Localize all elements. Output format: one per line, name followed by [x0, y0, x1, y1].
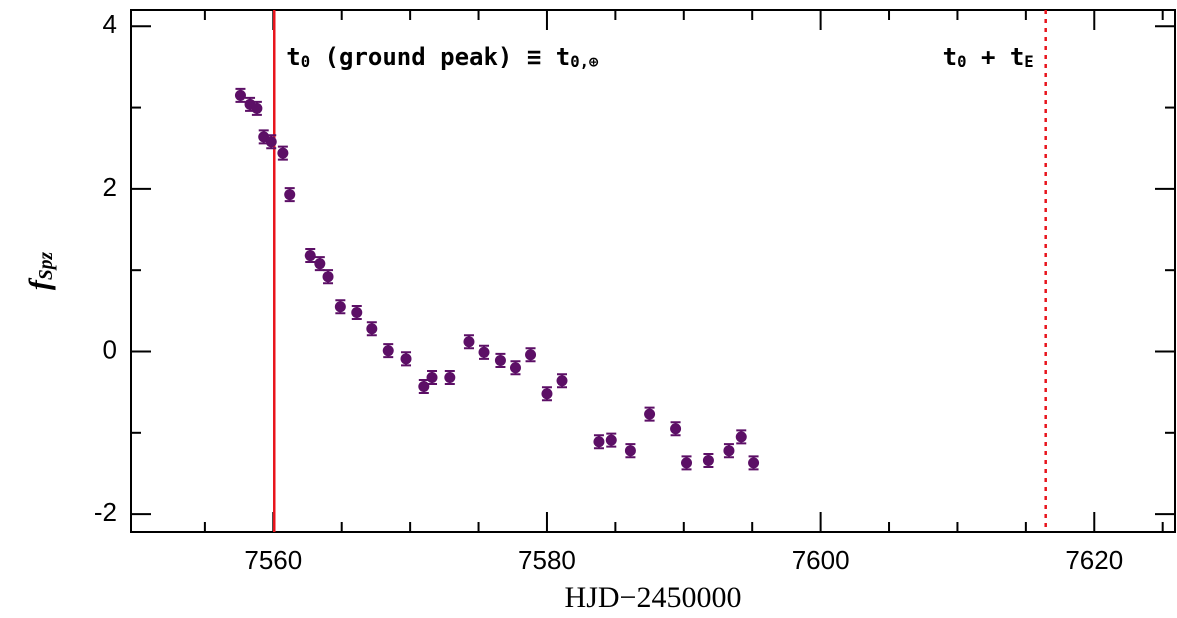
- data-point: [418, 380, 430, 392]
- data-point: [593, 436, 605, 448]
- annotation: t0 + tE: [943, 43, 1034, 71]
- data-point: [541, 388, 553, 400]
- data-point: [304, 250, 316, 262]
- label-part: 0,⊕: [570, 53, 599, 71]
- y-tick-label: 0: [103, 334, 117, 364]
- data-point: [444, 372, 456, 384]
- data-point: [234, 89, 246, 101]
- data-point: [735, 431, 747, 443]
- data-point: [265, 136, 277, 148]
- label-part: 0: [301, 53, 310, 71]
- data-point: [366, 323, 378, 335]
- data-point: [624, 445, 636, 457]
- data-point: [334, 301, 346, 313]
- x-tick-label: 7580: [518, 545, 576, 575]
- data-point: [251, 102, 263, 114]
- data-point: [478, 346, 490, 358]
- label-part: Spz: [36, 251, 57, 280]
- x-tick-label: 7600: [792, 545, 850, 575]
- data-point: [284, 189, 296, 201]
- y-axis-label: fSpz: [23, 251, 58, 290]
- x-tick-label: 7560: [244, 545, 302, 575]
- label-part: + t: [967, 43, 1025, 71]
- data-point: [277, 147, 289, 159]
- data-point: [400, 353, 412, 365]
- data-point: [314, 258, 326, 270]
- label-part: E: [1024, 53, 1033, 71]
- data-point: [556, 375, 568, 387]
- annotation: t0 (ground peak) ≡ t0,⊕: [286, 43, 599, 71]
- data-point: [351, 306, 363, 318]
- label-part: f: [23, 277, 56, 290]
- data-point: [426, 372, 438, 384]
- data-point: [748, 457, 760, 469]
- data-point: [494, 354, 506, 366]
- data-point: [322, 271, 334, 283]
- data-point: [723, 445, 735, 457]
- label-part: 0: [957, 53, 966, 71]
- data-point: [525, 349, 537, 361]
- data-point: [702, 454, 714, 466]
- label-part: t: [286, 43, 300, 71]
- data-point: [681, 457, 693, 469]
- x-axis-label: HJD−2450000: [565, 581, 742, 614]
- y-tick-label: -2: [94, 497, 117, 527]
- data-point: [644, 408, 656, 420]
- data-point: [509, 362, 521, 374]
- data-point: [382, 345, 394, 357]
- y-tick-label: 4: [103, 9, 117, 39]
- data-point: [605, 434, 617, 446]
- data-point: [670, 423, 682, 435]
- y-tick-label: 2: [103, 172, 117, 202]
- x-tick-label: 7620: [1065, 545, 1123, 575]
- label-part: t: [943, 43, 957, 71]
- plot-frame: [130, 9, 1176, 533]
- label-part: (ground peak) ≡ t: [310, 43, 570, 71]
- data-point: [463, 336, 475, 348]
